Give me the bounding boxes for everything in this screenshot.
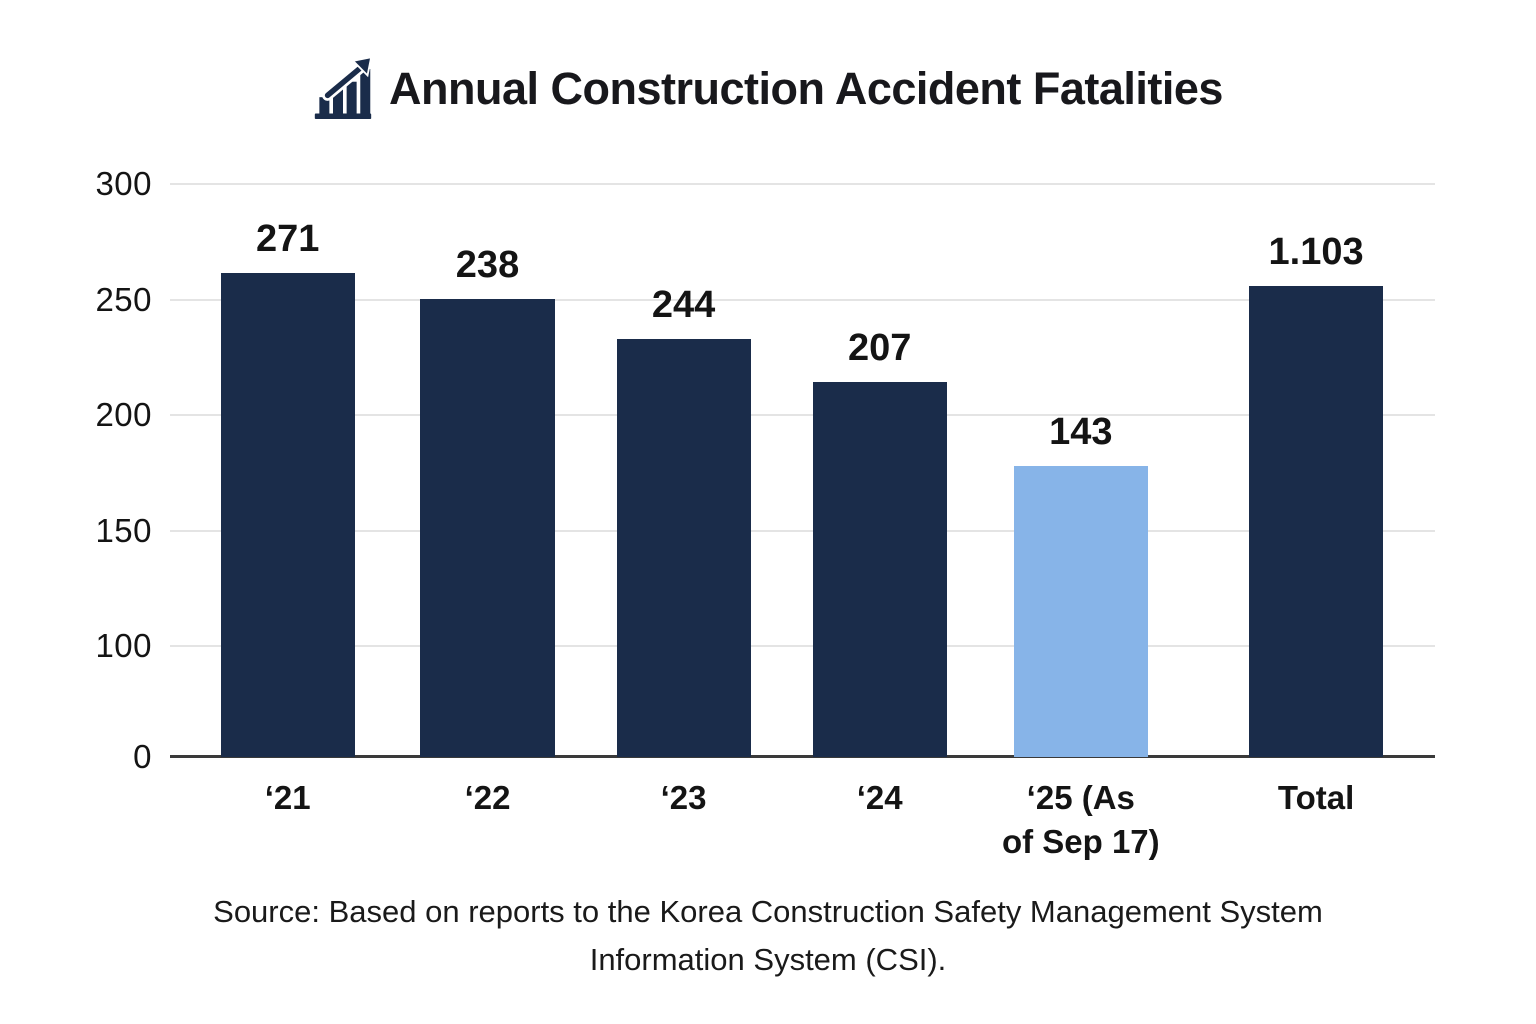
y-tick-label: 150 — [95, 512, 152, 550]
y-tick-label: 100 — [95, 626, 152, 664]
bar-value-label: 1.103 — [1268, 231, 1364, 273]
x-tick-label: Total — [1277, 779, 1355, 816]
bar — [812, 382, 947, 757]
y-tick-label: 200 — [95, 395, 152, 433]
bar-value-label: 271 — [255, 217, 320, 260]
gridline — [170, 413, 1435, 416]
x-tick-label: ‘21 — [264, 779, 311, 816]
bar-chart-rising-icon — [313, 56, 373, 122]
chart-title: Annual Construction Accident Fatalities — [389, 63, 1223, 114]
bar — [1013, 465, 1148, 757]
x-axis-line — [170, 755, 1435, 758]
x-tick-label: ‘22 — [464, 779, 511, 816]
bar — [420, 299, 555, 757]
bar — [616, 339, 751, 757]
bar-value-label: 238 — [455, 244, 520, 287]
y-tick-label: 300 — [95, 165, 152, 202]
x-tick-label: ‘24 — [856, 779, 903, 816]
y-tick-label: 0 — [133, 738, 152, 775]
bar — [220, 272, 355, 757]
bar-value-label: 207 — [847, 327, 912, 370]
y-axis: 300 250 200 150 100 0 — [0, 165, 152, 775]
y-tick-label: 250 — [95, 280, 152, 318]
x-axis: ‘21 ‘22 ‘23 ‘24 ‘25 (As of Sep 17) Total — [170, 776, 1435, 886]
gridline — [170, 183, 1435, 185]
bar-value-label: 143 — [1049, 410, 1113, 453]
chart-header: Annual Construction Accident Fatalities — [0, 56, 1536, 122]
bar — [1249, 286, 1384, 757]
gridline — [170, 530, 1435, 533]
plot-area: 271 238 244 207 143 1.103 — [170, 183, 1435, 758]
x-tick-label: ‘25 (As of Sep 17) — [1001, 779, 1160, 860]
bar-value-label: 244 — [651, 284, 716, 327]
gridline — [170, 644, 1435, 647]
source-note: Source: Based on reports to the Korea Co… — [213, 894, 1323, 978]
gridline — [170, 298, 1435, 301]
x-tick-label: ‘23 — [660, 779, 707, 816]
